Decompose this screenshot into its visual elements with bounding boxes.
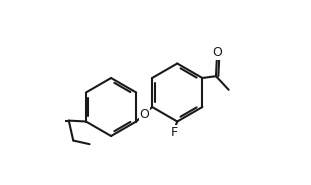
Text: O: O — [139, 108, 149, 121]
Text: O: O — [212, 46, 222, 59]
Text: F: F — [171, 126, 178, 139]
